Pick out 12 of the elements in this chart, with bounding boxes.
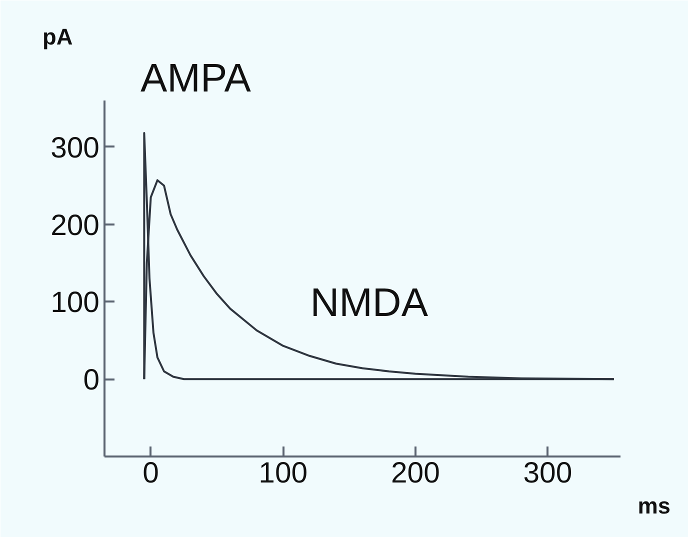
y-tick-label: 0: [83, 364, 100, 397]
series-label: NMDA: [310, 280, 428, 325]
y-tick-label: 100: [50, 286, 100, 320]
x-tick-label: 200: [390, 456, 440, 490]
series-label: AMPA: [140, 56, 252, 100]
y-tick-label: 300: [50, 131, 100, 164]
x-axis-title: ms: [638, 492, 671, 518]
x-tick-label: 300: [523, 456, 572, 490]
y-tick-label: 200: [50, 208, 100, 242]
x-tick-label: 0: [142, 456, 159, 490]
x-tick-label: 100: [258, 456, 308, 490]
y-axis-title: pA: [42, 24, 73, 50]
